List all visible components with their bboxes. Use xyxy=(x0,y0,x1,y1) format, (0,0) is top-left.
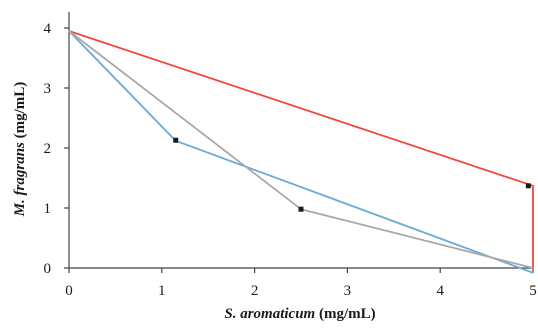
series-group xyxy=(68,30,534,274)
y-axis-title-unit: (mg/mL) xyxy=(12,82,28,142)
series-line-3 xyxy=(68,30,534,269)
x-axis-title-italic: S. aromaticum xyxy=(224,306,315,322)
y-tick-label: 3 xyxy=(44,81,52,97)
tick-labels: 0 1 2 3 4 0 1 2 3 4 5 xyxy=(44,21,537,299)
y-tick-label: 4 xyxy=(44,21,52,37)
x-tick-label: 3 xyxy=(344,283,352,299)
y-axis-title: M. fragrans (mg/mL) xyxy=(12,82,28,218)
y-axis-title-italic: M. fragrans xyxy=(12,142,28,217)
y-tick-label: 1 xyxy=(44,201,52,217)
y-tick-label: 0 xyxy=(44,261,52,277)
x-tick-label: 2 xyxy=(251,283,259,299)
series-line-2 xyxy=(68,30,534,274)
x-tick-label: 5 xyxy=(529,283,537,299)
x-tick-label: 0 xyxy=(65,283,73,299)
data-point-marker xyxy=(173,137,179,143)
axes xyxy=(64,12,534,273)
series-line-1 xyxy=(68,30,534,268)
x-tick-label: 1 xyxy=(158,283,166,299)
x-axis-title-unit: (mg/mL) xyxy=(315,306,375,322)
data-point-marker xyxy=(525,183,531,189)
y-tick-label: 2 xyxy=(44,141,52,157)
x-tick-label: 4 xyxy=(436,283,444,299)
data-point-marker xyxy=(298,206,304,212)
x-axis-title: S. aromaticum (mg/mL) xyxy=(224,306,375,322)
